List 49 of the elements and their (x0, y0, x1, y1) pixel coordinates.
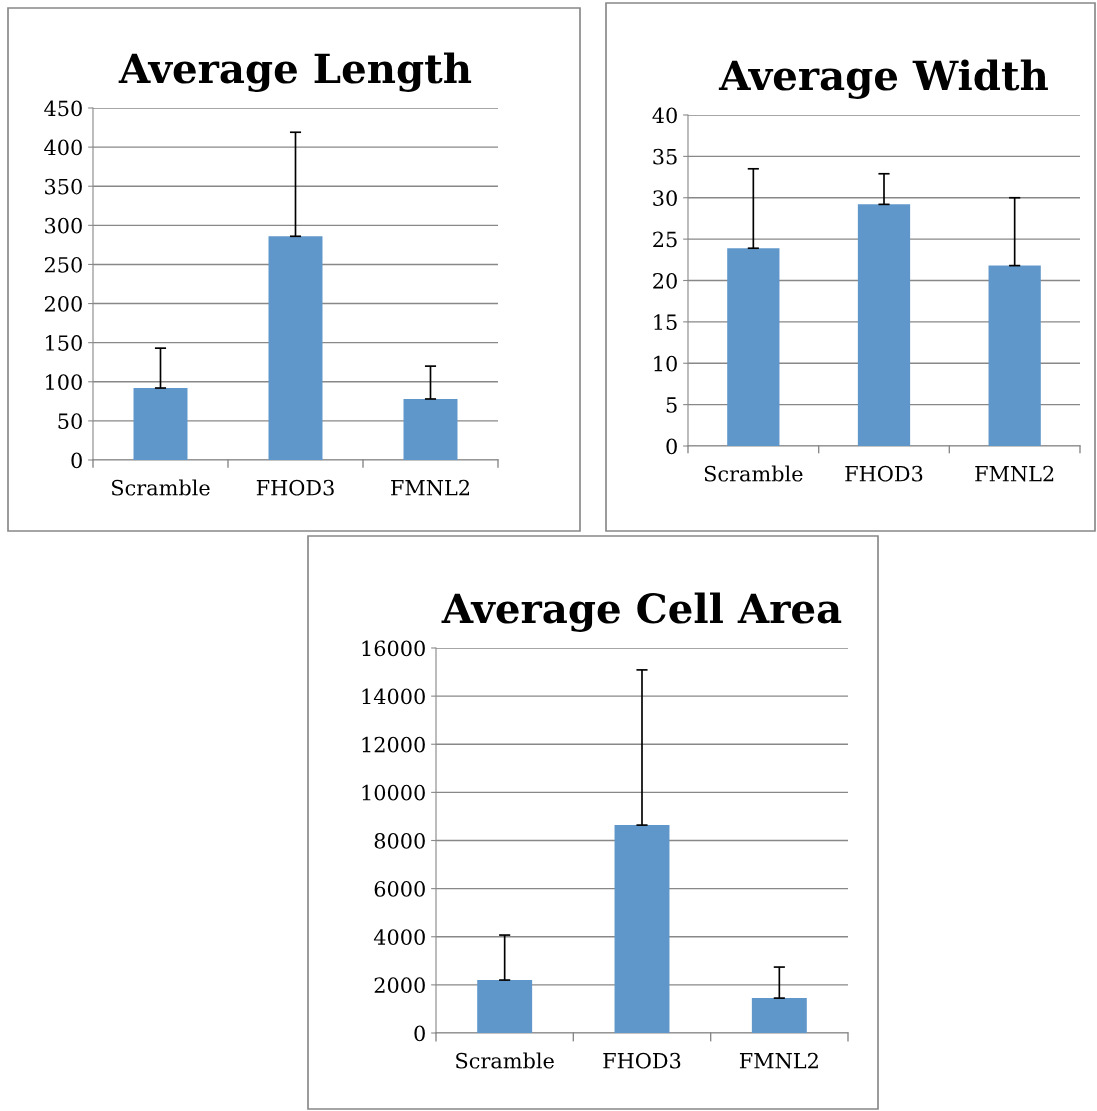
y-tick-label: 0 (414, 1025, 425, 1042)
y-tick-label: 6000 (374, 881, 425, 897)
x-tick-label: Scramble (704, 465, 803, 482)
y-tick-label: 2000 (374, 977, 425, 994)
y-tick-label: 250 (44, 256, 82, 273)
bar (727, 248, 780, 446)
x-tick-label: FMNL2 (739, 1052, 818, 1069)
bar (988, 265, 1041, 446)
y-tick-label: 350 (45, 178, 82, 195)
y-tick-label: 400 (44, 139, 82, 156)
y-tick-label: 14000 (362, 688, 425, 705)
y-tick-label: 0 (666, 438, 677, 455)
bar (751, 998, 807, 1033)
y-tick-label: 150 (46, 335, 82, 351)
y-tick-label: 30 (653, 190, 677, 206)
y-tick-label: 100 (46, 374, 82, 390)
bar (268, 236, 323, 460)
x-tick-label: Scramble (456, 1052, 554, 1069)
chart-title: Average Length (118, 52, 472, 92)
y-tick-label: 35 (653, 148, 677, 165)
bar (857, 204, 911, 446)
y-tick-label: 20 (653, 272, 677, 289)
chart-title: Average Cell Area (441, 592, 842, 632)
y-tick-label: 8000 (374, 832, 425, 849)
bar (614, 825, 670, 1033)
x-tick-label: FMNL2 (391, 479, 470, 496)
y-tick-label: 10 (654, 355, 677, 372)
x-tick-label: FHOD3 (603, 1052, 681, 1069)
y-tick-label: 50 (58, 413, 82, 430)
y-tick-label: 4000 (373, 929, 425, 945)
y-tick-label: 12000 (362, 736, 425, 753)
x-tick-label: Scramble (112, 479, 210, 496)
x-tick-label: FHOD3 (845, 465, 923, 482)
y-tick-label: 15 (654, 314, 677, 331)
y-tick-label: 16000 (362, 640, 425, 657)
chart-title: Average Width (718, 59, 1048, 99)
bar (477, 980, 533, 1033)
x-tick-label: FMNL2 (975, 465, 1054, 482)
y-tick-label: 300 (45, 217, 82, 234)
y-tick-label: 200 (44, 296, 82, 312)
y-tick-label: 5 (666, 397, 677, 413)
y-tick-label: 450 (44, 100, 82, 117)
y-tick-label: 0 (71, 452, 82, 469)
y-tick-label: 40 (652, 107, 677, 124)
y-tick-label: 25 (653, 231, 677, 248)
bar (403, 398, 458, 460)
x-tick-label: FHOD3 (256, 479, 334, 496)
y-tick-label: 10000 (362, 784, 425, 801)
bar (133, 388, 188, 460)
